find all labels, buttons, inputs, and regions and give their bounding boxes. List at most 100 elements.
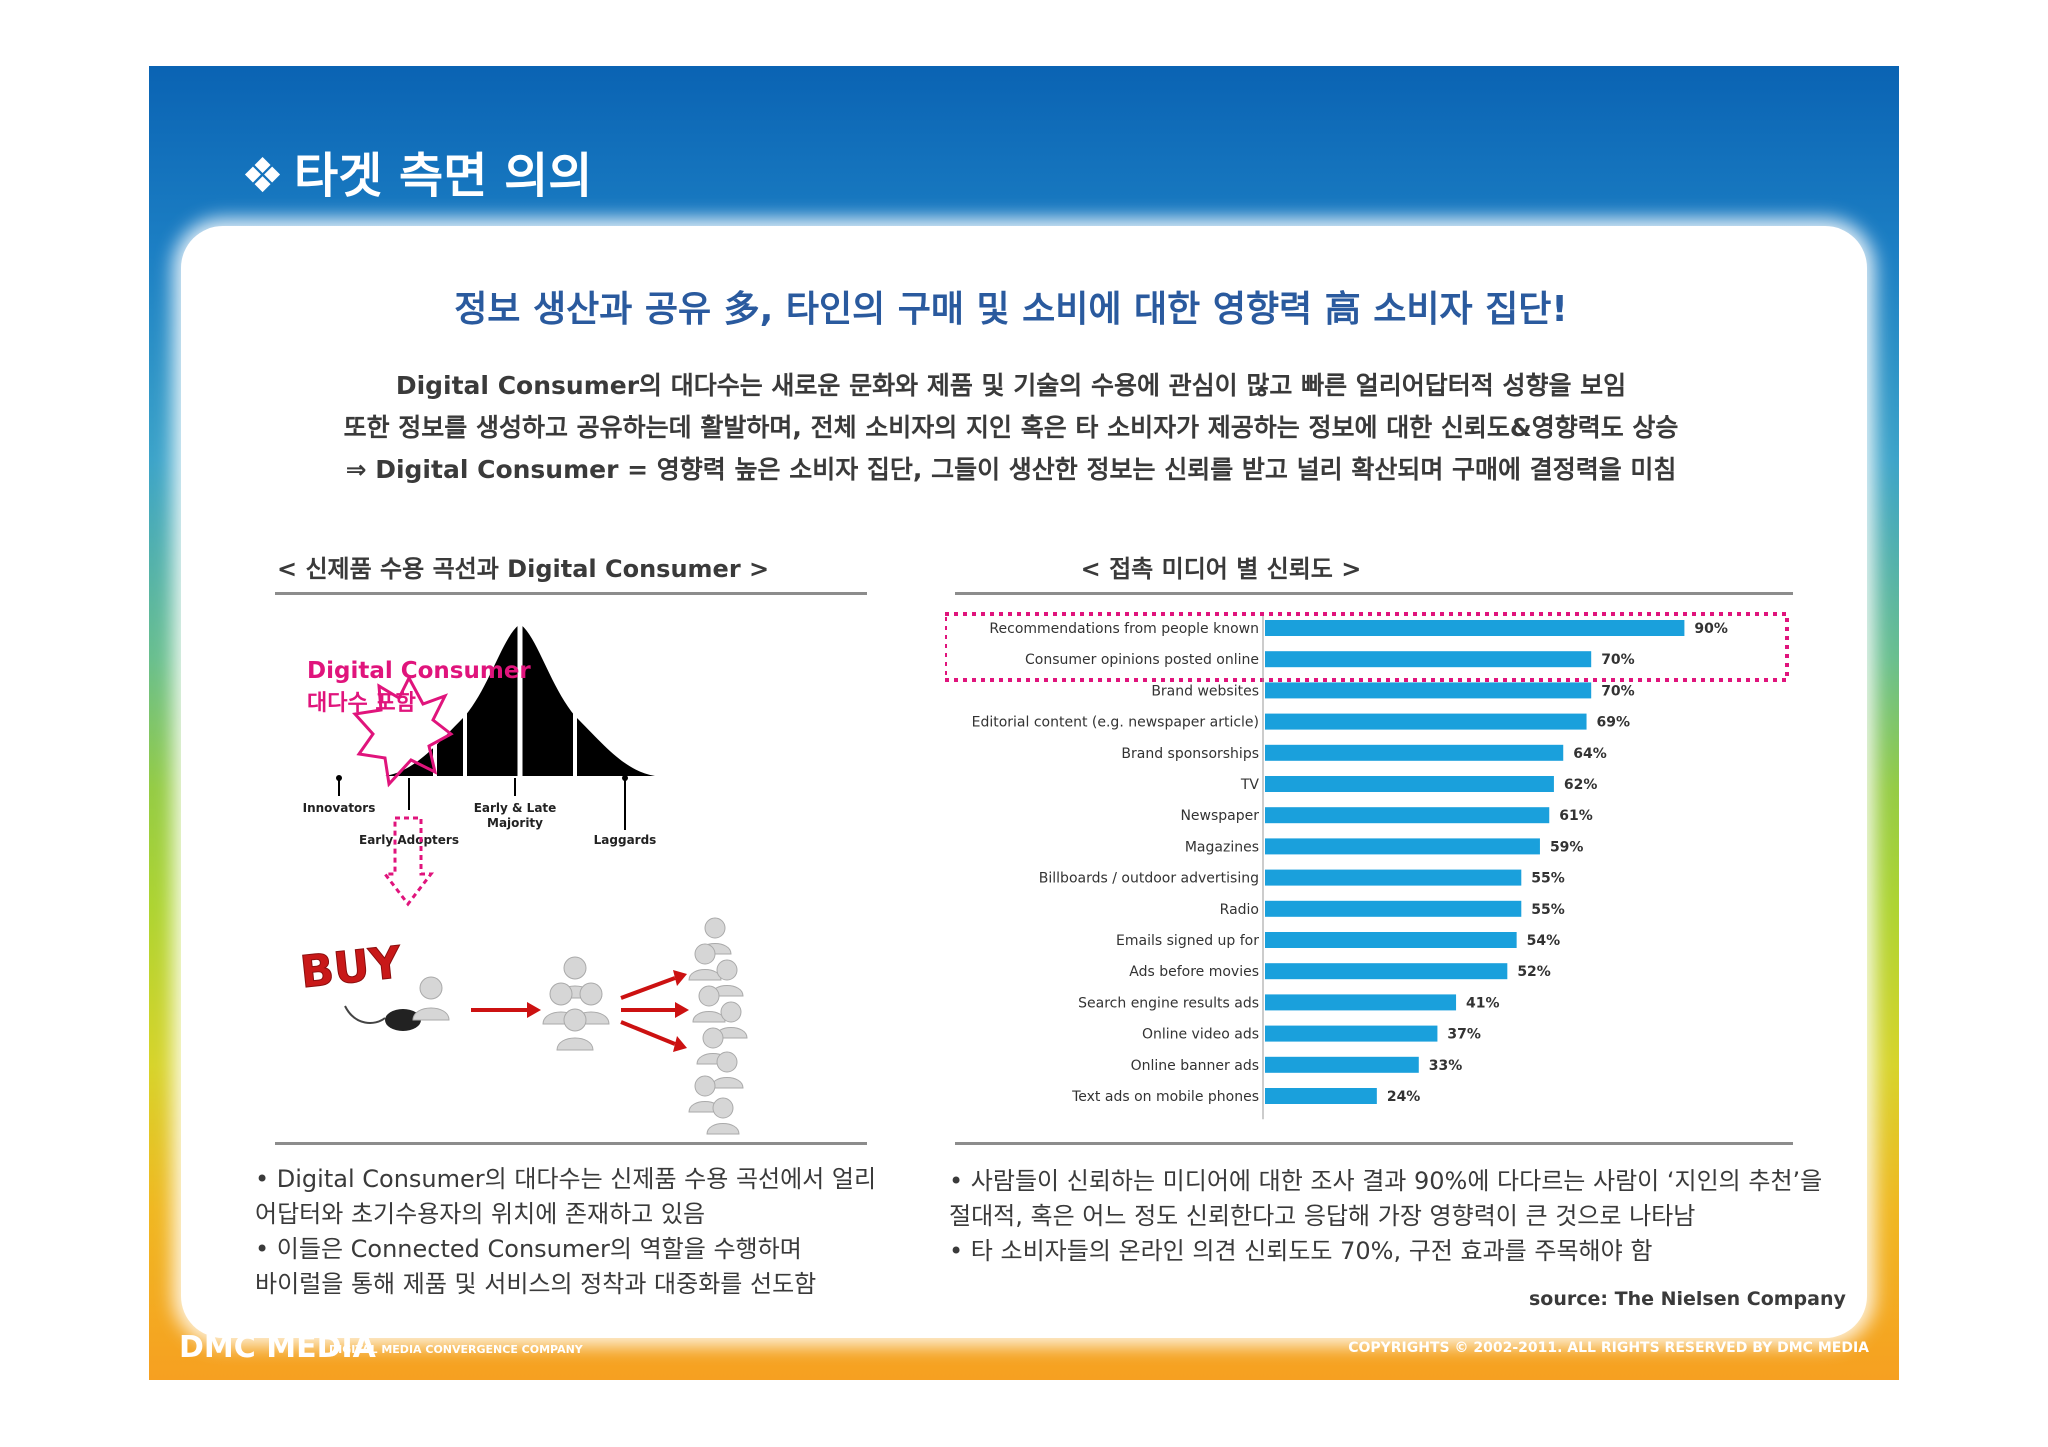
value-label: 61% xyxy=(1559,808,1593,824)
category-label: Magazines xyxy=(1185,839,1259,855)
note-line: 바이럴을 통해 제품 및 서비스의 정착과 대중화를 선도함 xyxy=(255,1270,817,1298)
bar xyxy=(1265,807,1550,824)
summary-line-1: Digital Consumer의 대다수는 새로운 문화와 제품 및 기술의 … xyxy=(395,371,1627,400)
category-label: Online video ads xyxy=(1142,1027,1259,1043)
category-label: Billboards / outdoor advertising xyxy=(1039,871,1259,887)
category-label: Editorial content (e.g. newspaper articl… xyxy=(972,715,1259,731)
value-label: 24% xyxy=(1387,1089,1421,1105)
bar xyxy=(1265,1056,1419,1073)
bar xyxy=(1265,620,1685,636)
crowd-icon xyxy=(688,917,748,1135)
bar xyxy=(1265,776,1554,792)
value-label: 41% xyxy=(1466,995,1500,1011)
category-label: Consumer opinions posted online xyxy=(1025,652,1259,668)
mouse-icon xyxy=(385,1009,421,1031)
category-label: Emails signed up for xyxy=(1116,933,1259,949)
category-label: Online banner ads xyxy=(1131,1058,1259,1074)
person-icon xyxy=(412,976,450,1021)
slide-title-text: 타겟 측면 의의 xyxy=(294,148,593,204)
bar xyxy=(1265,682,1592,699)
arrow-head-icon xyxy=(527,1002,541,1018)
segment-label-innovators: Innovators xyxy=(303,801,376,815)
category-label: Brand websites xyxy=(1151,683,1259,699)
adoption-curve-caption: < 신제품 수용 곡선과 Digital Consumer > xyxy=(277,555,770,583)
trust-chart-caption: < 접촉 미디어 별 신뢰도 > xyxy=(1080,555,1362,583)
segment-label-laggards: Laggards xyxy=(594,833,657,847)
value-label: 70% xyxy=(1601,683,1635,699)
arrow-head-icon xyxy=(673,970,687,986)
dmc-media-logo: DMC MEDIA xyxy=(179,1330,376,1365)
value-label: 64% xyxy=(1573,746,1607,762)
category-label: Recommendations from people known xyxy=(989,621,1259,637)
source-note: source: The Nielsen Company xyxy=(1529,1288,1846,1310)
segment-label-majority: Early & Late xyxy=(474,801,557,815)
slide-title: ❖ 타겟 측면 의의 xyxy=(241,136,592,206)
summary-line-2: 또한 정보를 생성하고 공유하는데 활발하며, 전체 소비자의 지인 혹은 타 … xyxy=(343,413,1679,442)
note-line: • 이들은 Connected Consumer의 역할을 수행하며 xyxy=(255,1235,802,1263)
category-label: Brand sponsorships xyxy=(1121,746,1259,762)
down-arrow-icon xyxy=(381,816,435,907)
trust-by-media-chart: Recommendations from people known 90% Cons… xyxy=(945,612,1789,1120)
bar xyxy=(1265,838,1540,855)
left-notes: • Digital Consumer의 대다수는 신제품 수용 곡선에서 얼리 … xyxy=(255,1162,876,1302)
highlight-box xyxy=(945,612,1789,682)
value-label: 69% xyxy=(1597,715,1631,731)
category-label: Ads before movies xyxy=(1129,964,1259,980)
starburst-highlight xyxy=(352,674,454,788)
footer-copyright: COPYRIGHTS © 2002-2011. ALL RIGHTS RESER… xyxy=(1348,1340,1869,1356)
divider xyxy=(275,1142,867,1145)
bar xyxy=(1265,869,1522,886)
callout-sub-label: 대다수 포함 xyxy=(307,691,416,716)
callout-label: Digital Consumer xyxy=(307,658,531,684)
bar xyxy=(1265,1025,1438,1042)
people-group-icon xyxy=(542,956,610,1051)
divider xyxy=(955,592,1793,595)
arrow-head-icon xyxy=(673,1036,687,1052)
content-panel: 정보 생산과 공유 多, 타인의 구매 및 소비에 대한 영향력 高 소비자 집… xyxy=(181,226,1867,1338)
arrow-head-icon xyxy=(675,1002,689,1018)
bar xyxy=(1265,994,1457,1011)
headline: 정보 생산과 공유 多, 타인의 구매 및 소비에 대한 영향력 高 소비자 집… xyxy=(454,289,1568,330)
note-line: 어답터와 초기수용자의 위치에 존재하고 있음 xyxy=(255,1200,706,1228)
segment-label-early-adopters: Early Adopters xyxy=(359,833,459,847)
value-label: 37% xyxy=(1447,1027,1481,1043)
bar xyxy=(1265,713,1587,730)
value-label: 55% xyxy=(1531,902,1565,918)
value-label: 70% xyxy=(1601,652,1635,668)
adoption-curve-diagram: Innovators Early Adopters Early & Late M… xyxy=(303,616,657,907)
slide: ❖ 타겟 측면 의의 정보 생산과 공유 多, 타인의 구매 및 소비에 대한 영… xyxy=(149,66,1899,1380)
marker-dot xyxy=(622,775,628,781)
category-label: Radio xyxy=(1220,902,1259,918)
bar xyxy=(1265,932,1517,948)
value-label: 55% xyxy=(1531,871,1565,887)
category-label: Newspaper xyxy=(1180,808,1259,824)
divider xyxy=(275,592,867,595)
spread-arrows xyxy=(620,976,676,1046)
bar xyxy=(1265,651,1592,668)
summary-line-3: ⇒ Digital Consumer = 영향력 높은 소비자 집단, 그들이 … xyxy=(345,455,1677,484)
divider xyxy=(955,1142,1793,1145)
value-label: 52% xyxy=(1517,964,1551,980)
category-label: Text ads on mobile phones xyxy=(1071,1089,1259,1105)
value-label: 59% xyxy=(1550,839,1584,855)
note-line: • 타 소비자들의 온라인 의견 신뢰도도 70%, 구전 효과를 주목해야 함 xyxy=(949,1237,1653,1265)
bar xyxy=(1265,963,1508,980)
value-label: 33% xyxy=(1429,1058,1463,1074)
bar xyxy=(1265,1088,1377,1104)
marker-dot xyxy=(336,775,342,781)
bar xyxy=(1265,900,1522,917)
category-label: Search engine results ads xyxy=(1078,995,1259,1011)
segment-label-majority-2: Majority xyxy=(487,816,543,830)
bar xyxy=(1265,744,1564,761)
viral-spread-illustration: BUY xyxy=(297,917,748,1135)
mouse-cable xyxy=(344,1005,386,1024)
note-line: • Digital Consumer의 대다수는 신제품 수용 곡선에서 얼리 xyxy=(255,1165,877,1193)
category-label: TV xyxy=(1240,777,1260,793)
value-label: 90% xyxy=(1694,621,1728,637)
buy-text: BUY xyxy=(298,937,405,998)
value-label: 54% xyxy=(1527,933,1561,949)
right-notes: • 사람들이 신뢰하는 미디어에 대한 조사 결과 90%에 다다르는 사람이 … xyxy=(949,1164,1822,1269)
footer-tagline: DIGITAL MEDIA CONVERGENCE COMPANY xyxy=(329,1343,583,1356)
note-line: • 사람들이 신뢰하는 미디어에 대한 조사 결과 90%에 다다르는 사람이 … xyxy=(949,1167,1823,1195)
diamond-bullet-icon: ❖ xyxy=(241,148,285,204)
